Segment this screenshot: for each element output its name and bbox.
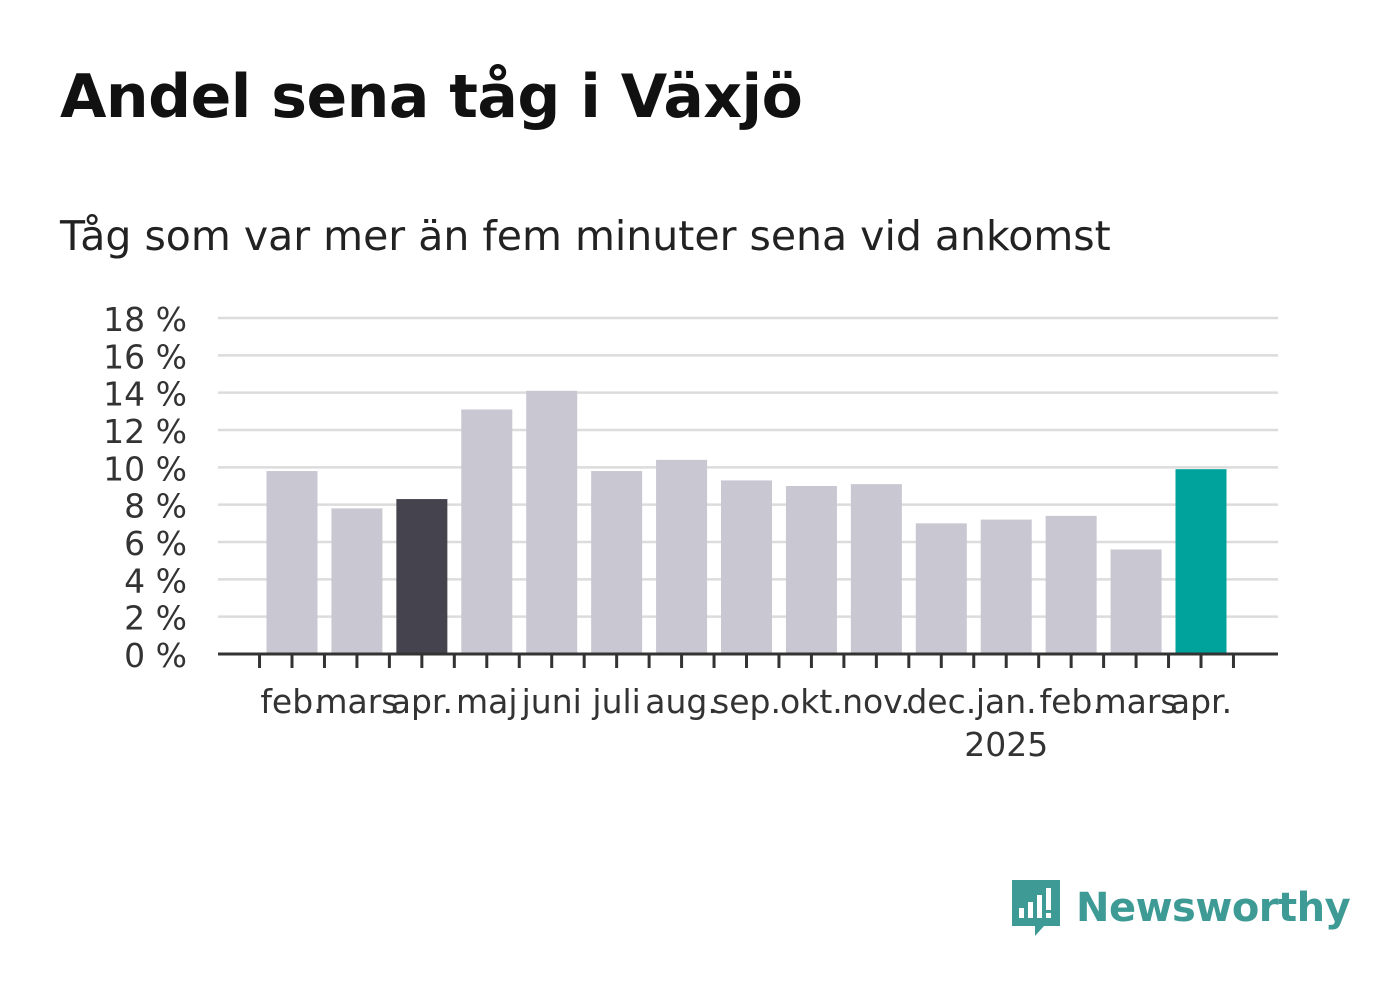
- y-tick-label: 6 %: [124, 524, 187, 563]
- bar: [656, 459, 708, 654]
- x-tick-label: dec.: [906, 682, 976, 721]
- x-tick-label: okt.: [780, 682, 843, 721]
- bar: [461, 409, 513, 654]
- newsworthy-brand: Newsworthy: [1010, 878, 1351, 938]
- bar: [785, 486, 837, 654]
- chart-subtitle: Tåg som var mer än fem minuter sena vid …: [60, 212, 1111, 260]
- bar: [396, 499, 448, 654]
- y-tick-label: 0 %: [124, 636, 187, 675]
- bar: [331, 508, 383, 654]
- bar: [721, 480, 772, 654]
- x-tick-label: feb.: [260, 682, 323, 721]
- x-tick-label: apr.: [1170, 682, 1232, 721]
- bar: [266, 471, 318, 654]
- y-tick-label: 4 %: [124, 561, 187, 600]
- x-tick-label: jan.: [975, 682, 1037, 721]
- x-tick-label: mars: [315, 682, 398, 721]
- x-tick-label: sep.: [712, 682, 781, 721]
- bar: [980, 519, 1032, 654]
- bar: [1175, 469, 1227, 654]
- bar: [526, 390, 578, 654]
- x-tick-label: mars: [1095, 682, 1178, 721]
- x-tick-label: apr.: [391, 682, 453, 721]
- y-tick-label: 14 %: [103, 375, 187, 414]
- x-tick-label: aug.: [645, 682, 718, 721]
- x-tick-label: juli: [591, 682, 640, 721]
- y-tick-label: 12 %: [103, 412, 187, 451]
- bar: [915, 523, 967, 654]
- y-tick-label: 10 %: [103, 449, 187, 488]
- chart-title: Andel sena tåg i Växjö: [60, 62, 803, 132]
- y-tick-label: 2 %: [124, 599, 187, 638]
- brand-name: Newsworthy: [1076, 885, 1351, 931]
- x-tick-label: feb.: [1039, 682, 1102, 721]
- x-tick-label: nov.: [842, 682, 911, 721]
- x-year-label: 2025: [964, 725, 1048, 764]
- x-tick-label: maj: [456, 682, 518, 721]
- bar: [591, 471, 643, 654]
- y-tick-label: 8 %: [124, 487, 187, 526]
- x-tick-label: juni: [521, 682, 582, 721]
- newsworthy-logo-icon: [1012, 880, 1060, 936]
- bar: [850, 484, 902, 654]
- y-tick-label: 16 %: [103, 337, 187, 376]
- bar: [1110, 549, 1162, 654]
- bar: [1045, 515, 1097, 654]
- y-tick-label: 18 %: [103, 300, 187, 339]
